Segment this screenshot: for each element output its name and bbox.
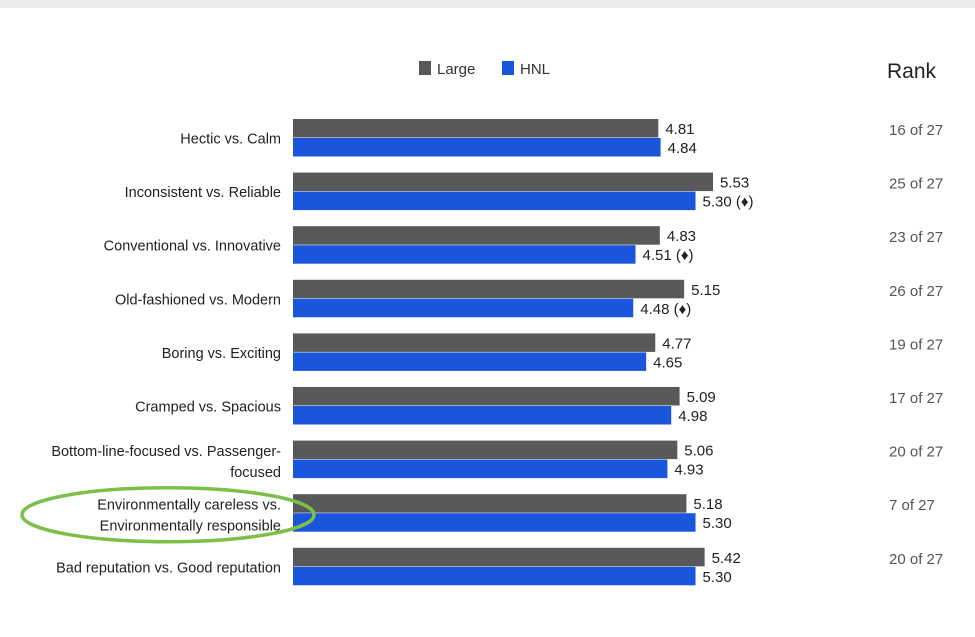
category-label: Hectic vs. Calm [180, 132, 281, 148]
chart-row: Environmentally careless vs. Environmenta… [20, 485, 935, 544]
rank-value: 19 of 27 [889, 336, 943, 353]
top-band [0, 0, 975, 8]
rank-value: 16 of 27 [889, 122, 943, 139]
chart-row: Bottom-line-focused vs. Passenger-focuse… [51, 440, 943, 481]
value-label-large: 4.77 [662, 335, 691, 352]
rank-value: 20 of 27 [889, 444, 943, 461]
legend-swatch-large [419, 61, 431, 75]
bar-hnl [293, 138, 661, 157]
rank-value: 26 of 27 [889, 283, 943, 300]
category-label: Cramped vs. Spacious [135, 400, 281, 416]
chart-row: Inconsistent vs. Reliable 5.53 5.30 (♦) 25 … [125, 172, 943, 211]
category-label: Inconsistent vs. Reliable [125, 185, 281, 201]
bar-hnl [293, 459, 668, 479]
value-label-large: 4.81 [665, 121, 694, 138]
value-label-large: 5.06 [684, 443, 713, 460]
chart-row: Bad reputation vs. Good reputation 5.42 5.… [56, 547, 943, 586]
value-label-large: 5.53 [720, 175, 749, 192]
value-label-large: 4.83 [667, 228, 696, 245]
bar-hnl [293, 513, 696, 532]
category-label: Environmentally careless vs. [97, 498, 281, 514]
bar-large [293, 279, 685, 299]
rank-value: 17 of 27 [889, 390, 943, 407]
category-label: Old-fashioned vs. Modern [115, 292, 281, 308]
legend-label-large: Large [437, 61, 475, 78]
highlight-ellipse [20, 485, 316, 544]
value-label-hnl: 4.65 [653, 354, 682, 371]
legend-swatch-hnl [502, 61, 514, 75]
category-label: focused [230, 465, 281, 481]
rank-header: Rank [887, 60, 937, 83]
value-label-large: 5.09 [687, 389, 716, 406]
category-label: Boring vs. Exciting [162, 346, 281, 362]
bar-large [293, 172, 713, 192]
category-label: Conventional vs. Innovative [104, 239, 281, 255]
chart-row: Cramped vs. Spacious 5.09 4.98 17 of 27 [135, 387, 943, 425]
value-label-hnl: 4.51 (♦) [643, 247, 694, 264]
rank-value: 7 of 27 [889, 497, 935, 514]
bar-large [293, 333, 656, 352]
bar-hnl [293, 298, 634, 318]
value-label-large: 5.42 [712, 550, 741, 567]
bar-large [293, 547, 705, 567]
bar-hnl [293, 245, 636, 264]
bar-hnl [293, 352, 647, 371]
bar-large [293, 119, 659, 138]
bar-large [293, 387, 680, 406]
legend: Large HNL [419, 61, 550, 78]
rank-value: 23 of 27 [889, 229, 943, 246]
bar-large [293, 494, 687, 513]
chart-row: Conventional vs. Innovative 4.83 4.51 (♦) 2… [104, 226, 943, 264]
chart-rows: Hectic vs. Calm 4.81 4.84 16 of 27 Inconsist… [20, 119, 943, 586]
value-label-hnl: 4.84 [668, 140, 697, 157]
bar-large [293, 440, 678, 460]
value-label-hnl: 4.48 (♦) [640, 301, 691, 318]
bar-hnl [293, 566, 696, 586]
value-label-hnl: 5.30 [703, 569, 732, 586]
bar-hnl [293, 191, 696, 211]
value-label-hnl: 4.93 [674, 462, 703, 479]
value-label-large: 5.18 [693, 496, 722, 513]
bar-hnl [293, 406, 672, 425]
category-label: Environmentally responsible [100, 519, 281, 535]
chart-row: Boring vs. Exciting 4.77 4.65 19 of 27 [162, 333, 943, 371]
rank-value: 25 of 27 [889, 176, 943, 193]
legend-label-hnl: HNL [520, 61, 550, 78]
chart-row: Hectic vs. Calm 4.81 4.84 16 of 27 [180, 119, 943, 157]
category-label: Bad reputation vs. Good reputation [56, 560, 281, 576]
value-label-hnl: 5.30 [703, 515, 732, 532]
category-label: Bottom-line-focused vs. Passenger- [51, 444, 281, 460]
value-label-hnl: 5.30 (♦) [703, 194, 754, 211]
value-label-hnl: 4.98 [678, 408, 707, 425]
chart-row: Old-fashioned vs. Modern 5.154.48 (♦) 26 o… [115, 279, 943, 318]
value-label-large: 5.15 [691, 282, 720, 299]
bar-large [293, 226, 660, 245]
rank-value: 20 of 27 [889, 551, 943, 568]
